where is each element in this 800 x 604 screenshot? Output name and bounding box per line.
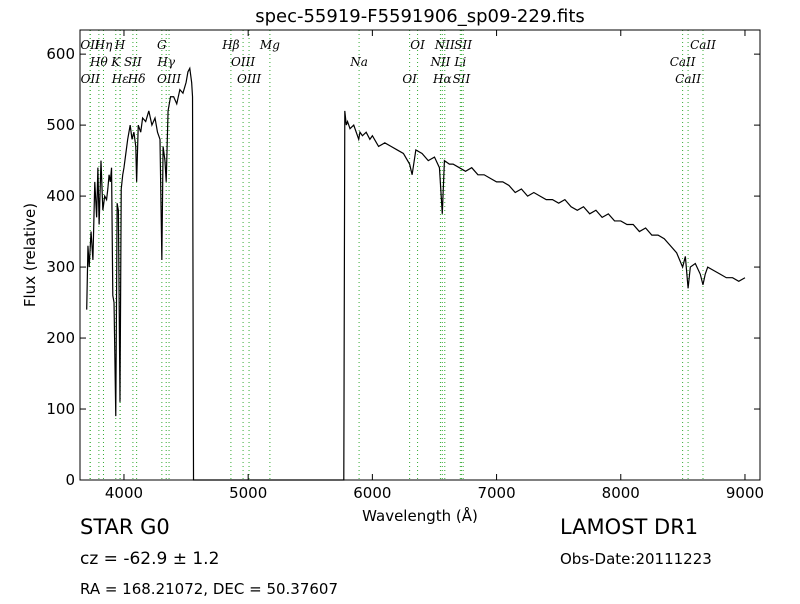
spectral-line-label: SII xyxy=(453,72,471,86)
y-tick-label: 200 xyxy=(46,329,75,347)
spectral-line-label: K xyxy=(110,55,121,69)
spectral-line-label: Hα xyxy=(432,72,452,86)
spectral-line-label: OII xyxy=(80,38,100,52)
spectral-line-label: SII xyxy=(124,55,142,69)
redshift: cz = -62.9 ± 1.2 xyxy=(80,549,219,569)
y-tick-label: 300 xyxy=(46,258,75,276)
spectral-line-label: Hδ xyxy=(127,72,146,86)
x-axis-label: Wavelength (Å) xyxy=(362,506,478,525)
plot-frame xyxy=(79,29,761,481)
x-tick-label: 6000 xyxy=(353,484,391,502)
spectral-line-label: CaII xyxy=(690,38,716,52)
y-axis-label: Flux (relative) xyxy=(21,203,39,307)
x-tick-label: 5000 xyxy=(229,484,267,502)
coordinates: RA = 168.21072, DEC = 50.37607 xyxy=(80,580,338,598)
y-tick-label: 500 xyxy=(46,116,75,134)
x-tick-label: 4000 xyxy=(105,484,143,502)
spectral-line-label: SII xyxy=(454,38,472,52)
spectral-line-label: G xyxy=(157,38,167,52)
spectral-line-label: Li xyxy=(453,55,466,69)
obs-date: Obs-Date:20111223 xyxy=(560,550,712,568)
spectral-line-label: Hγ xyxy=(156,55,175,69)
y-tick-label: 600 xyxy=(46,45,75,63)
y-tick-label: 0 xyxy=(65,471,75,489)
spectral-line-label: OIII xyxy=(237,72,261,86)
spectral-line-label: OI xyxy=(402,72,417,86)
x-tick-label: 7000 xyxy=(477,484,515,502)
spectral-line-label: OIII xyxy=(231,55,255,69)
survey: LAMOST DR1 xyxy=(560,515,698,539)
spectral-line-label: NII xyxy=(434,38,455,52)
object-class: STAR G0 xyxy=(80,515,170,539)
spectral-line-label: OI xyxy=(410,38,425,52)
spectral-line-label: OIII xyxy=(157,72,181,86)
spectral-line-label: CaII xyxy=(675,72,701,86)
spectral-line-label: NII xyxy=(429,55,450,69)
spectral-line-label: Mg xyxy=(259,38,280,52)
spectral-line-label: Hθ xyxy=(89,55,108,69)
chart-title: spec-55919-F5591906_sp09-229.fits xyxy=(255,6,585,27)
spectral-line-label: Na xyxy=(349,55,368,69)
spectrum-line xyxy=(86,66,746,481)
spectral-line-label: CaII xyxy=(670,55,696,69)
spectral-line-label: OII xyxy=(81,72,101,86)
y-tick-label: 400 xyxy=(46,187,75,205)
x-tick-label: 9000 xyxy=(726,484,764,502)
spectral-line-label: Hβ xyxy=(221,38,239,52)
spectral-line-label: H xyxy=(114,38,126,52)
spectral-line-label: Hη xyxy=(94,38,113,52)
y-tick-label: 100 xyxy=(46,400,75,418)
x-tick-label: 8000 xyxy=(602,484,640,502)
